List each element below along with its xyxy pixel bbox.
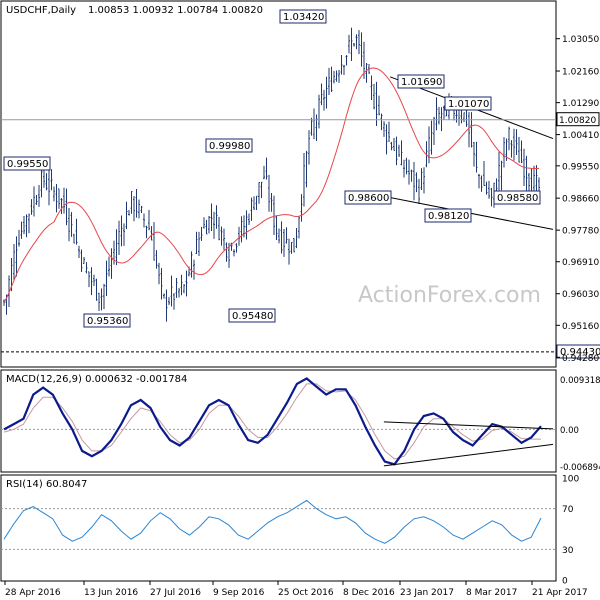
price-label-box — [397, 74, 445, 89]
price-label: 1.01070 — [448, 99, 489, 110]
price-panel — [0, 0, 557, 368]
x-tick: 23 Jan 2017 — [400, 588, 454, 598]
x-tick: 8 Dec 2016 — [343, 588, 395, 598]
price-label-box — [228, 308, 276, 323]
current-price-label: 1.00820 — [559, 116, 596, 126]
price-label: 0.98600 — [348, 193, 389, 204]
rsi-line — [3, 499, 542, 544]
price-label: 0.99550 — [7, 159, 48, 170]
chart-symbol: USDCHF,Daily — [6, 5, 76, 16]
axis-layer: 1.03050 1.02160 1.01290 1.00410 0.99550 0.986… — [4, 35, 600, 598]
price-label: 1.01690 — [401, 77, 442, 88]
price-y-tick: 0.96030 — [562, 290, 599, 300]
price-label: 0.98580 — [497, 193, 538, 204]
x-tick: 13 Jun 2016 — [84, 588, 138, 598]
x-tick: 9 Sep 2016 — [213, 588, 265, 598]
rsi-y-tick: 100 — [562, 475, 579, 485]
macd-line — [3, 377, 542, 466]
rsi-layer — [1, 499, 556, 550]
price-label: 0.98120 — [428, 211, 469, 222]
x-tick: 21 Apr 2017 — [532, 588, 588, 598]
price-label-box — [279, 9, 327, 24]
price-y-tick: 0.97780 — [562, 227, 599, 237]
price-y-tick: 0.95160 — [562, 322, 599, 332]
moving-average-line — [3, 67, 540, 303]
rsi-y-tick: 0 — [562, 577, 568, 587]
price-label: 0.95480 — [232, 311, 273, 322]
price-label-box — [83, 313, 131, 328]
price-label-box — [493, 190, 541, 205]
price-y-tick: 0.98660 — [562, 195, 599, 205]
macd-y-tick: -0.006894 — [560, 463, 600, 473]
macd-label: MACD(12,26,9) 0.000632 -0.001784 — [6, 374, 187, 385]
x-tick: 27 Jul 2016 — [150, 588, 201, 598]
price-y-tick: 1.02160 — [562, 68, 599, 78]
price-label: 0.99980 — [209, 141, 250, 152]
rsi-label: RSI(14) 60.8047 — [6, 479, 87, 490]
x-tick: 8 Mar 2017 — [466, 588, 517, 598]
current-price-box — [556, 112, 600, 127]
chart-ohlc: 1.00853 1.00932 1.00784 1.00820 — [88, 5, 263, 16]
price-y-tick: 0.94280 — [562, 354, 599, 364]
macd-y-tick: 0.00 — [560, 426, 579, 436]
price-y-tick: 0.99550 — [562, 162, 599, 172]
price-y-tick: 0.96910 — [562, 258, 599, 268]
x-tick: 25 Oct 2016 — [278, 588, 334, 598]
macd-trendline — [383, 421, 554, 430]
price-label-box — [424, 208, 472, 223]
macd-y-tick: 0.009318 — [560, 376, 600, 386]
rsi-panel — [0, 474, 557, 582]
macd-panel — [0, 369, 557, 473]
price-y-tick: 1.01290 — [562, 99, 599, 109]
price-y-tick: 1.00410 — [562, 131, 599, 141]
price-y-tick: 1.03050 — [562, 35, 599, 45]
macd-signal-line — [3, 383, 541, 460]
price-label-box — [344, 190, 392, 205]
price-layer: 1.03420 1.01690 1.01070 0.99550 0.99980 0.986… — [1, 9, 600, 359]
price-label-box — [3, 156, 51, 171]
rsi-y-tick: 30 — [562, 546, 574, 556]
watermark: ActionForex.com — [358, 283, 541, 308]
rsi-y-tick: 70 — [562, 505, 574, 515]
macd-trendline — [383, 443, 554, 467]
x-tick: 28 Apr 2016 — [5, 588, 61, 598]
price-label-box — [205, 138, 253, 153]
price-label-box — [444, 96, 492, 111]
macd-layer — [1, 377, 556, 467]
price-label: 0.94430 — [560, 347, 600, 358]
price-label-box — [556, 344, 600, 359]
price-label: 1.03420 — [283, 12, 324, 23]
price-label: 0.95360 — [87, 316, 128, 327]
